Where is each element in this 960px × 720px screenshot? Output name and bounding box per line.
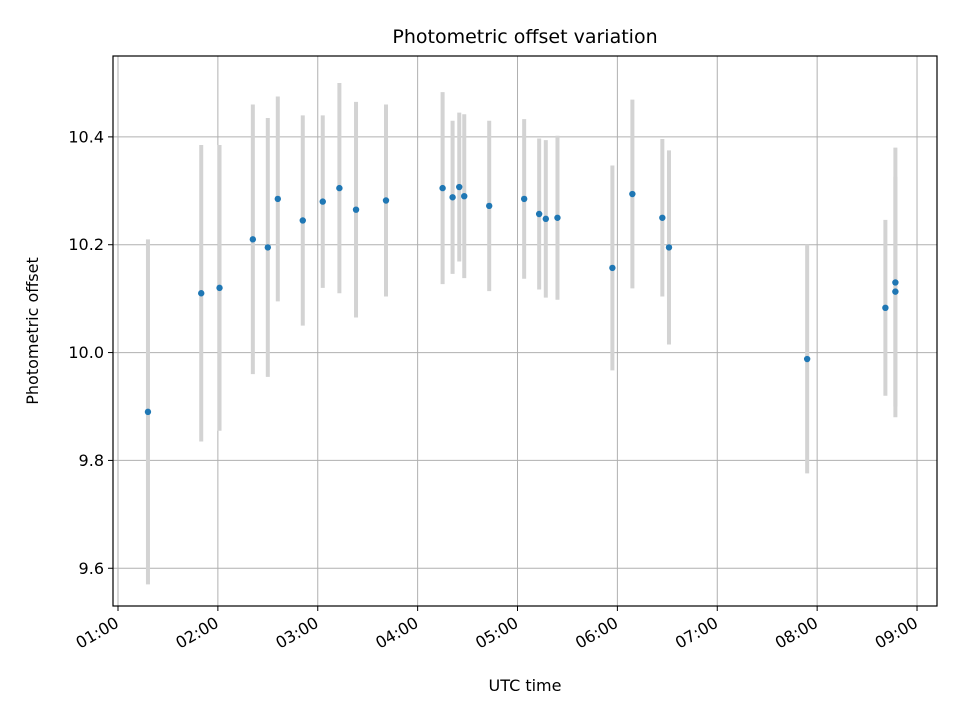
data-point — [892, 279, 899, 286]
data-point — [461, 192, 468, 200]
y-tick-label: 10.4 — [68, 127, 104, 146]
chart-title: Photometric offset variation — [392, 26, 657, 48]
data-point — [542, 215, 550, 223]
data-point — [609, 264, 616, 272]
data-points — [144, 183, 899, 416]
y-axis-ticks: 9.6 9.8 10.0 10.2 10.4 — [68, 127, 113, 578]
y-tick-label: 10.0 — [68, 343, 104, 362]
y-axis-label: Photometric offset — [23, 257, 42, 405]
data-point — [665, 244, 673, 251]
data-point — [439, 184, 446, 192]
y-tick-label: 9.6 — [79, 559, 104, 578]
data-point — [535, 210, 543, 218]
plot-frame — [112, 55, 938, 607]
y-tick-label: 9.8 — [79, 451, 104, 470]
data-point — [629, 190, 636, 198]
data-point — [659, 214, 666, 221]
x-axis-label: UTC time — [489, 676, 562, 695]
data-point — [554, 214, 561, 221]
data-point — [352, 206, 360, 213]
data-point — [336, 184, 343, 192]
data-point — [274, 195, 281, 203]
data-point — [144, 408, 152, 416]
data-point — [382, 197, 390, 204]
x-gridlines — [117, 56, 918, 606]
data-point — [486, 202, 493, 210]
data-point — [882, 304, 889, 312]
data-point — [299, 217, 306, 224]
data-point — [249, 236, 257, 243]
data-point — [198, 290, 205, 297]
y-tick-label: 10.2 — [68, 235, 104, 254]
data-point — [216, 284, 223, 292]
data-point — [456, 183, 463, 191]
data-point — [520, 195, 528, 203]
data-point — [449, 194, 456, 201]
data-point — [803, 355, 811, 363]
data-point — [264, 244, 272, 251]
data-point — [319, 198, 326, 205]
data-point — [892, 288, 899, 295]
